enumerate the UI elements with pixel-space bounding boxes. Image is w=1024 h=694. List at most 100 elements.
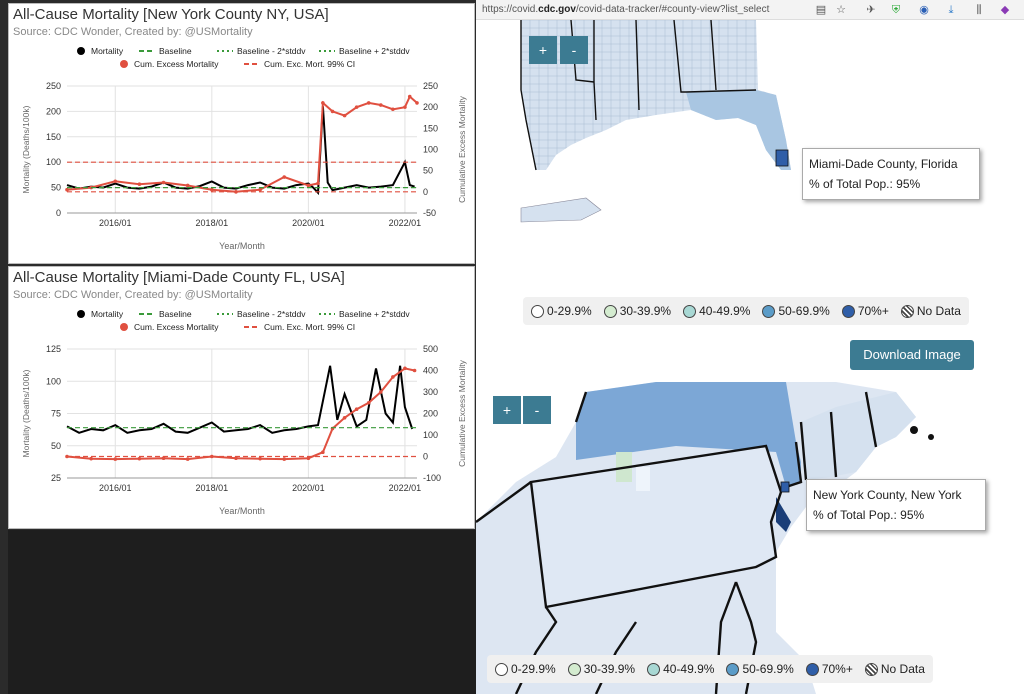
legend-label: Baseline + 2*stddv <box>339 309 410 319</box>
series-point <box>306 183 311 188</box>
extension-cube-icon[interactable]: ◆ <box>1000 3 1010 16</box>
onepassword-icon[interactable]: ◉ <box>919 3 929 16</box>
county-tooltip: Miami-Dade County, Florida % of Total Po… <box>802 148 980 200</box>
x-axis-label: Year/Month <box>219 506 265 516</box>
series-point <box>258 456 262 461</box>
download-icon[interactable]: ⤓ <box>948 3 954 16</box>
series-point <box>185 457 190 461</box>
y2-tick-label: 300 <box>423 387 438 397</box>
x-tick-label: 2018/01 <box>196 483 229 493</box>
mortality-chart-miami-dade: Mortality Baseline Baseline - 2*stddv Basel… <box>8 266 475 529</box>
x-axis-label: Year/Month <box>219 241 265 251</box>
legend-item: 30-39.9% <box>567 662 635 676</box>
series-point <box>282 457 287 461</box>
y-tick-label: 100 <box>46 376 61 386</box>
series-point <box>161 180 166 185</box>
legend-marker <box>77 310 85 318</box>
y2-tick-label: 250 <box>423 81 438 91</box>
series-point <box>321 101 325 105</box>
y-tick-label: 75 <box>51 409 61 419</box>
y-tick-label: 50 <box>51 183 61 193</box>
legend-item: 50-69.9% <box>726 662 794 676</box>
y-tick-label: 150 <box>46 132 61 142</box>
legend-item: 70%+ <box>805 662 853 676</box>
shield-icon[interactable]: ⛨ <box>891 3 901 16</box>
series-line <box>66 94 418 193</box>
legend-label: Cum. Excess Mortality <box>134 322 219 332</box>
county-map-northeast[interactable]: + - New York County, New York % of Total… <box>476 382 1024 694</box>
legend-label: Baseline + 2*stddv <box>339 46 410 56</box>
download-image-button[interactable]: Download Image <box>850 340 974 370</box>
y2-tick-label: 150 <box>423 123 438 133</box>
reader-icon[interactable]: ▤ <box>815 3 827 16</box>
series-point <box>342 416 347 420</box>
legend-label: Cum. Exc. Mort. 99% CI <box>264 59 355 69</box>
chart-title: All-Cause Mortality [Miami-Dade County F… <box>13 269 345 286</box>
browser-window: https://covid.cdc.gov/covid-data-tracker… <box>476 0 1024 694</box>
y2-tick-label: 100 <box>423 430 438 440</box>
legend-swatch <box>805 662 819 676</box>
legend-swatch-no-data <box>900 304 914 318</box>
url-text[interactable]: https://covid.cdc.gov/covid-data-tracker… <box>482 4 770 15</box>
zoom-out-button[interactable]: - <box>523 396 551 424</box>
x-tick-label: 2016/01 <box>99 218 132 228</box>
empty-background <box>8 530 476 694</box>
tooltip-county-value: % of Total Pop.: 95% <box>809 177 921 191</box>
series-point <box>137 182 142 187</box>
legend-swatch-no-data <box>864 662 878 676</box>
y-axis-label: Mortality (Deaths/100k) <box>21 369 31 457</box>
legend-item: 70%+ <box>841 304 889 318</box>
legend-item: No Data <box>864 662 925 676</box>
legend-label: Baseline - 2*stddv <box>237 309 306 319</box>
library-icon[interactable]: ⫼ <box>976 3 982 16</box>
legend-swatch <box>567 662 581 676</box>
series-point <box>89 456 93 461</box>
series-point <box>321 450 325 454</box>
legend-item: 40-49.9% <box>647 662 714 676</box>
legend-label: Baseline <box>159 309 192 319</box>
series-point <box>354 105 359 109</box>
y-tick-label: 100 <box>46 157 61 167</box>
series-point <box>407 94 412 99</box>
y2-axis-label: Cumulative Excess Mortality <box>457 359 467 467</box>
chart-svg-miami-dade: Mortality Baseline Baseline - 2*stddv Basel… <box>21 309 467 516</box>
legend-swatch <box>531 304 544 318</box>
series-line <box>66 367 415 461</box>
series-point <box>137 456 142 461</box>
tooltip-county-name: New York County, New York <box>813 488 962 502</box>
map-svg <box>476 382 934 694</box>
legend-label: Baseline - 2*stddv <box>237 46 306 56</box>
y-tick-label: 50 <box>51 441 61 451</box>
legend-label: Mortality <box>91 46 124 56</box>
series-point <box>403 366 407 371</box>
y2-tick-label: 200 <box>423 409 438 419</box>
y-tick-label: 25 <box>51 473 61 483</box>
legend-label: Mortality <box>91 309 124 319</box>
county-map-southeast[interactable]: + - Miami-Dade County, Florida % of Tota… <box>476 19 1024 290</box>
extension-icon[interactable]: ✈ <box>866 3 876 16</box>
chart-svg-new-york: Mortality Baseline Baseline - 2*stddv Basel… <box>21 46 467 251</box>
legend-swatch <box>647 662 661 676</box>
series-point <box>113 179 118 184</box>
map-legend: 0-29.9% 30-39.9% 40-49.9% 50-69.9% 70%+ … <box>487 655 933 683</box>
series-point <box>258 187 262 192</box>
series-point <box>306 456 311 461</box>
series-point <box>282 175 287 179</box>
series-point <box>403 105 407 109</box>
series-point <box>161 456 166 461</box>
legend-swatch <box>683 304 697 318</box>
series-point <box>366 101 371 105</box>
legend-swatch <box>762 304 776 318</box>
legend-label: Cum. Exc. Mort. 99% CI <box>264 322 355 332</box>
zoom-out-button[interactable]: - <box>560 36 588 64</box>
bookmark-star-icon[interactable]: ☆ <box>836 3 846 16</box>
y-tick-label: 0 <box>56 208 61 218</box>
zoom-in-button[interactable]: + <box>493 396 521 424</box>
tooltip-county-value: % of Total Pop.: 95% <box>813 508 925 522</box>
legend-swatch <box>726 662 740 676</box>
series-point <box>366 400 371 405</box>
zoom-in-button[interactable]: + <box>529 36 557 64</box>
y-tick-label: 200 <box>46 106 61 116</box>
address-bar[interactable]: https://covid.cdc.gov/covid-data-tracker… <box>476 0 1024 20</box>
legend-marker <box>120 323 128 331</box>
